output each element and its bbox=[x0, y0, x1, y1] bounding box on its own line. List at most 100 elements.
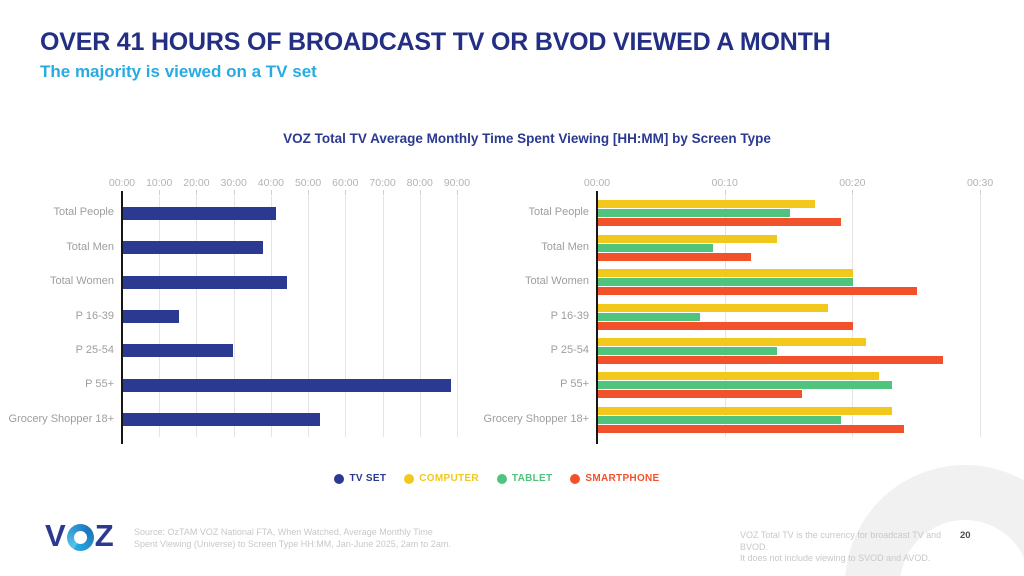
x-tick-label: 30:00 bbox=[220, 177, 247, 189]
x-tick-mark bbox=[382, 190, 384, 195]
x-tick-label: 00:30 bbox=[966, 177, 994, 189]
category-label: Grocery Shopper 18+ bbox=[483, 412, 589, 425]
category-label: P 16-39 bbox=[75, 309, 114, 322]
bar-tv-set bbox=[123, 275, 287, 289]
legend-label: TABLET bbox=[511, 473, 553, 484]
gridline bbox=[456, 196, 458, 437]
bar-smartphone bbox=[598, 424, 905, 433]
y-axis-line bbox=[121, 191, 123, 444]
gridline bbox=[308, 196, 310, 437]
bar-tablet bbox=[598, 346, 777, 355]
bar-smartphone bbox=[598, 355, 943, 364]
x-tick-label: 00:20 bbox=[839, 177, 866, 189]
gridline bbox=[345, 196, 347, 437]
page-title: OVER 41 HOURS OF BROADCAST TV OR BVOD VI… bbox=[40, 28, 831, 56]
page-number: 20 bbox=[960, 530, 971, 541]
x-tick-label: 40:00 bbox=[257, 177, 285, 189]
legend-dot-icon bbox=[496, 473, 507, 484]
bar-tv-set bbox=[123, 310, 179, 323]
chart-title: VOZ Total TV Average Monthly Time Spent … bbox=[283, 131, 771, 146]
x-tick-mark bbox=[159, 190, 161, 195]
category-label: P 55+ bbox=[85, 378, 114, 391]
legend-item: SMARTPHONE bbox=[570, 473, 659, 484]
bar-tv-set bbox=[123, 206, 276, 220]
x-tick-label: 70:00 bbox=[369, 177, 396, 189]
category-label: P 16-39 bbox=[550, 309, 589, 322]
legend-dot-icon bbox=[570, 473, 581, 484]
bar-computer bbox=[598, 269, 854, 278]
logo-o-icon bbox=[66, 523, 94, 551]
x-tick-mark bbox=[980, 190, 982, 195]
legend-dot-icon bbox=[334, 473, 345, 484]
x-tick-label: 20:00 bbox=[183, 177, 210, 189]
x-tick-mark bbox=[308, 190, 310, 195]
x-tick-label: 50:00 bbox=[294, 177, 322, 189]
currency-note-line2: It does not include viewing to SVOD and … bbox=[740, 553, 931, 563]
x-tick-mark bbox=[419, 190, 421, 195]
page-subtitle: The majority is viewed on a TV set bbox=[40, 62, 317, 81]
category-label: Grocery Shopper 18+ bbox=[8, 412, 114, 425]
bar-smartphone bbox=[598, 390, 803, 399]
x-tick-label: 10:00 bbox=[146, 177, 173, 189]
legend-dot-icon bbox=[404, 473, 415, 484]
source-note-line1: Source: OzTAM VOZ National FTA, When Wat… bbox=[134, 527, 433, 537]
y-axis-line bbox=[596, 191, 598, 444]
bar-tablet bbox=[598, 312, 701, 321]
bar-tv-set bbox=[123, 413, 321, 427]
chart-legend: TV SET COMPUTER TABLET SMARTPHONE bbox=[0, 473, 994, 484]
bar-computer bbox=[598, 372, 879, 381]
bar-computer bbox=[598, 337, 867, 346]
x-tick-label: 90:00 bbox=[443, 177, 471, 189]
bar-tablet bbox=[598, 243, 713, 252]
gridline bbox=[419, 196, 421, 437]
legend-item: COMPUTER bbox=[404, 473, 479, 484]
gridline bbox=[724, 196, 726, 437]
legend-label: TV SET bbox=[349, 473, 387, 484]
category-label: Total Men bbox=[66, 240, 114, 253]
bar-smartphone bbox=[598, 218, 841, 227]
logo-letter-z: Z bbox=[94, 518, 114, 553]
bar-tv-set bbox=[123, 344, 233, 358]
x-tick-mark bbox=[233, 190, 235, 195]
x-tick-label: 60:00 bbox=[332, 177, 359, 189]
source-note-line2: Spent Viewing (Universe) to Screen Type … bbox=[134, 538, 451, 549]
x-tick-label: 00:00 bbox=[108, 177, 136, 189]
bar-computer bbox=[598, 234, 777, 243]
category-label: Total Women bbox=[50, 275, 114, 288]
gridline bbox=[270, 196, 272, 437]
x-tick-label: 00:10 bbox=[711, 177, 738, 189]
bar-smartphone bbox=[598, 321, 854, 330]
legend-item: TV SET bbox=[334, 473, 386, 484]
legend-item: TABLET bbox=[496, 473, 553, 484]
bar-tablet bbox=[598, 415, 841, 424]
bar-smartphone bbox=[598, 252, 752, 261]
category-label: P 25-54 bbox=[550, 343, 589, 356]
category-label: Total People bbox=[528, 206, 589, 219]
bar-computer bbox=[598, 200, 816, 209]
bar-smartphone bbox=[598, 287, 918, 296]
x-tick-mark bbox=[724, 190, 726, 195]
bar-tablet bbox=[598, 209, 790, 218]
gridline bbox=[382, 196, 384, 437]
category-label: P 55+ bbox=[560, 378, 589, 391]
legend-label: SMARTPHONE bbox=[585, 473, 660, 484]
bar-tv-set bbox=[123, 378, 451, 392]
gridline bbox=[980, 196, 982, 437]
logo-letter-v: V bbox=[45, 518, 66, 553]
x-tick-mark bbox=[852, 190, 854, 195]
x-tick-label: 80:00 bbox=[406, 177, 433, 189]
bar-computer bbox=[598, 406, 892, 415]
currency-note: VOZ Total TV is the currency for broadca… bbox=[740, 530, 955, 565]
gridline bbox=[852, 196, 854, 437]
gridline bbox=[233, 196, 235, 437]
legend-label: COMPUTER bbox=[419, 473, 479, 484]
bar-tv-set bbox=[123, 241, 263, 255]
x-tick-mark bbox=[196, 190, 198, 195]
category-label: Total Women bbox=[525, 275, 589, 288]
bar-computer bbox=[598, 303, 828, 312]
category-label: Total People bbox=[53, 206, 114, 219]
category-label: P 25-54 bbox=[75, 343, 114, 356]
